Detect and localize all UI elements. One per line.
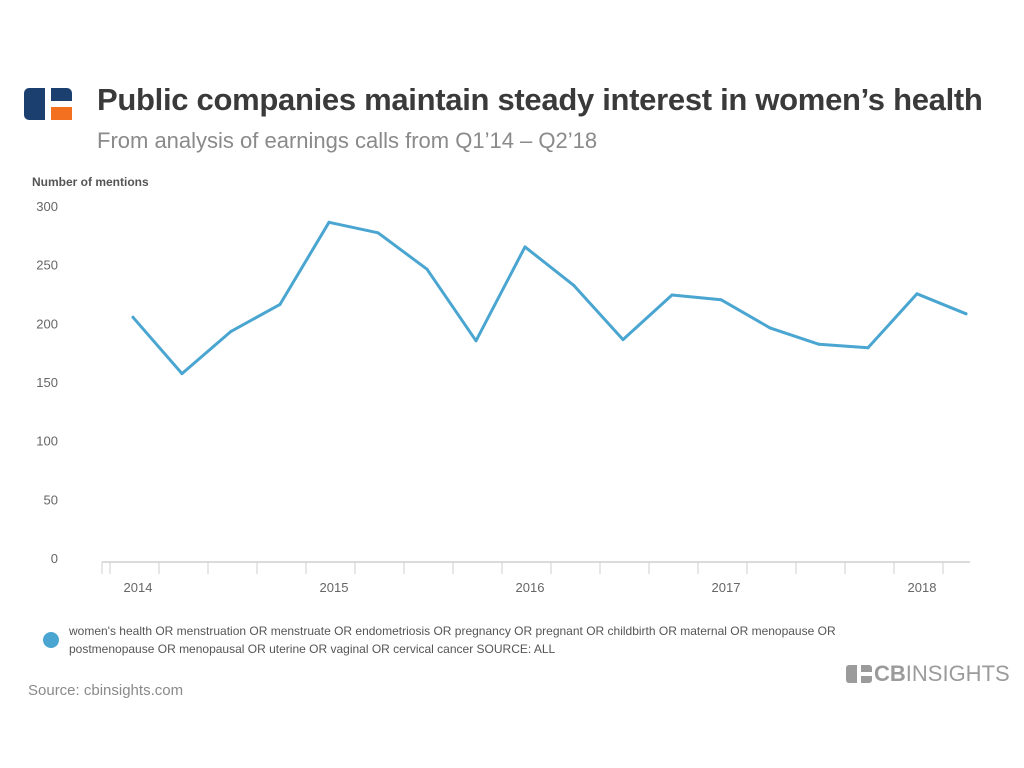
y-tick-label: 300 bbox=[36, 199, 58, 214]
x-tick-label: 2017 bbox=[712, 580, 741, 595]
cb-insights-logo-icon bbox=[24, 88, 72, 120]
y-tick-label: 100 bbox=[36, 434, 58, 449]
cb-insights-mark-icon bbox=[846, 665, 872, 683]
data-point bbox=[229, 329, 233, 333]
data-point bbox=[817, 342, 821, 346]
y-tick-label: 200 bbox=[36, 316, 58, 331]
y-tick-label: 50 bbox=[44, 492, 58, 507]
data-point bbox=[866, 346, 870, 350]
y-tick-labels: 0 50 100 150 200 250 300 bbox=[36, 199, 58, 566]
legend-line-1: women's health OR menstruation OR menstr… bbox=[69, 624, 836, 638]
x-tick-label: 2018 bbox=[908, 580, 937, 595]
data-point bbox=[278, 302, 282, 306]
data-point bbox=[425, 267, 429, 271]
data-point bbox=[964, 312, 968, 316]
data-point bbox=[670, 293, 674, 297]
x-tick-label: 2015 bbox=[320, 580, 349, 595]
data-point bbox=[915, 292, 919, 296]
cb-insights-wordmark: CBINSIGHTS bbox=[846, 661, 1010, 687]
x-axis bbox=[101, 561, 970, 574]
data-point bbox=[131, 315, 135, 319]
y-tick-label: 150 bbox=[36, 375, 58, 390]
legend-line-2: postmenopause OR menopausal OR uterine O… bbox=[69, 642, 556, 656]
legend-marker bbox=[43, 632, 59, 648]
brand-insights: INSIGHTS bbox=[905, 661, 1010, 686]
y-tick-label: 0 bbox=[51, 551, 58, 566]
line-chart: 0 50 100 150 200 250 300 2014 2015 2016 2017 2018 bbox=[36, 199, 970, 595]
data-point bbox=[474, 339, 478, 343]
y-axis-label: Number of mentions bbox=[32, 175, 149, 189]
data-point bbox=[327, 220, 331, 224]
chart-title: Public companies maintain steady interes… bbox=[97, 82, 983, 117]
data-point bbox=[376, 231, 380, 235]
data-point bbox=[621, 338, 625, 342]
x-tick-labels: 2014 2015 2016 2017 2018 bbox=[124, 580, 937, 595]
data-point bbox=[523, 245, 527, 249]
data-point bbox=[572, 284, 576, 288]
data-point bbox=[719, 298, 723, 302]
x-tick-label: 2014 bbox=[124, 580, 153, 595]
data-point bbox=[768, 326, 772, 330]
series-line bbox=[131, 220, 968, 376]
brand-cb: CB bbox=[874, 661, 906, 686]
chart-subtitle: From analysis of earnings calls from Q1’… bbox=[97, 128, 598, 153]
x-tick-label: 2016 bbox=[516, 580, 545, 595]
source-note: Source: cbinsights.com bbox=[28, 682, 184, 699]
legend-label: women's health OR menstruation OR menstr… bbox=[69, 622, 969, 658]
data-point bbox=[180, 372, 184, 376]
series-group bbox=[131, 220, 968, 376]
y-tick-label: 250 bbox=[36, 258, 58, 273]
